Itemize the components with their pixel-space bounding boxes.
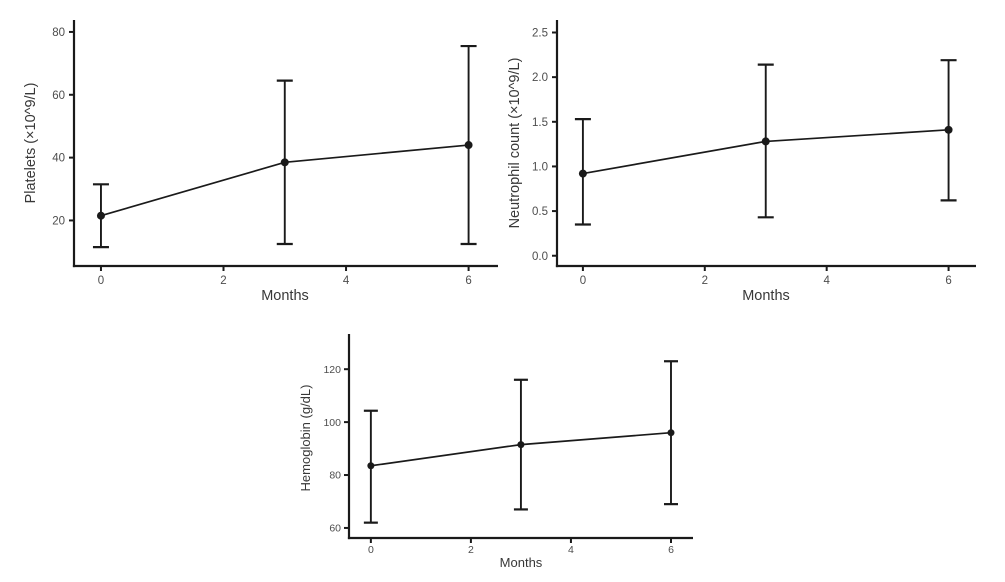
data-point — [517, 441, 525, 449]
x-tick-label: 0 — [98, 275, 104, 287]
y-tick-label: 80 — [329, 470, 341, 482]
y-tick-label: 2.5 — [532, 28, 548, 40]
x-tick-label: 6 — [945, 275, 951, 287]
y-tick-label: 120 — [323, 364, 341, 376]
chart-hemoglobin: 60 80 100 120 0 2 4 6 Months Hemoglobin (g/dL) — [280, 318, 725, 582]
data-point — [280, 158, 289, 167]
y-axis-title: Neutrophil count (×10^9/L) — [507, 58, 523, 229]
x-tick-label: 6 — [465, 275, 471, 287]
x-tick-label: 4 — [823, 275, 830, 287]
x-axis-title: Months — [742, 288, 790, 300]
data-point — [367, 462, 375, 470]
x-tick-label: 4 — [343, 275, 350, 287]
y-tick-label: 40 — [52, 153, 65, 165]
y-tick-label: 1.5 — [532, 117, 548, 129]
x-tick-label: 4 — [568, 544, 574, 556]
x-tick-label: 0 — [368, 544, 374, 556]
y-tick-label: 20 — [52, 215, 65, 227]
x-tick-label: 6 — [668, 544, 674, 556]
chart-svg-hemoglobin: 60 80 100 120 0 2 4 6 Months Hemoglobin (g/dL) — [298, 334, 693, 570]
y-tick-label: 2.0 — [532, 72, 548, 84]
data-point — [464, 141, 473, 150]
x-axis-title: Months — [261, 288, 309, 300]
chart-svg-platelets: 20 40 60 80 0 2 4 6 Months Platelets (×10^9/L) — [23, 20, 498, 300]
chart-svg-neutrophil_count: 0.0 0.5 1.0 1.5 2.0 2.5 0 2 4 6 Months Neutrophil c… — [507, 20, 976, 300]
y-tick-label: 1.0 — [532, 161, 548, 173]
x-tick-label: 2 — [220, 275, 226, 287]
x-tick-label: 0 — [580, 275, 586, 287]
y-axis-title: Platelets (×10^9/L) — [23, 83, 39, 204]
data-point — [667, 429, 675, 437]
y-tick-label: 0.0 — [532, 251, 548, 263]
x-axis-title: Months — [500, 555, 543, 570]
y-tick-label: 60 — [52, 90, 65, 102]
chart-neutrophil-count: 0.0 0.5 1.0 1.5 2.0 2.5 0 2 4 6 Months Neutrophil c… — [505, 0, 1005, 300]
y-axis-title: Hemoglobin (g/dL) — [298, 385, 313, 492]
x-tick-label: 2 — [702, 275, 708, 287]
y-tick-label: 60 — [329, 523, 341, 535]
data-point — [578, 169, 587, 178]
data-point — [761, 137, 770, 146]
data-point — [944, 125, 953, 134]
data-point — [96, 211, 105, 220]
y-tick-label: 100 — [323, 417, 341, 429]
x-tick-label: 2 — [468, 544, 474, 556]
y-tick-label: 80 — [52, 27, 65, 39]
chart-platelets: 20 40 60 80 0 2 4 6 Months Platelets (×10^9/L) — [0, 0, 505, 300]
y-tick-label: 0.5 — [532, 206, 548, 218]
